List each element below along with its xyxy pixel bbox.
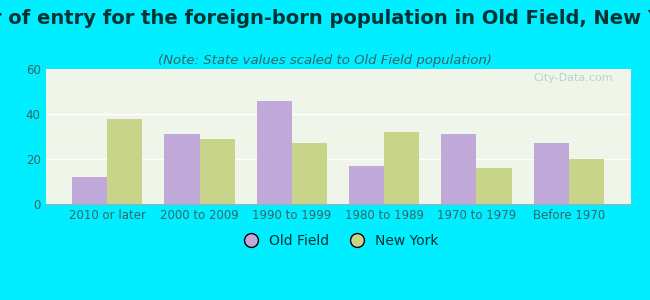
Legend: Old Field, New York: Old Field, New York: [232, 229, 444, 254]
Bar: [292, 143, 327, 204]
Bar: [257, 100, 292, 204]
Bar: [107, 118, 142, 204]
Bar: [384, 132, 419, 204]
Bar: [349, 166, 384, 204]
Bar: [476, 168, 512, 204]
Text: Year of entry for the foreign-born population in Old Field, New York: Year of entry for the foreign-born popul…: [0, 9, 650, 28]
Bar: [200, 139, 235, 204]
Bar: [72, 177, 107, 204]
Bar: [164, 134, 200, 204]
Bar: [534, 143, 569, 204]
Text: City-Data.com: City-Data.com: [533, 73, 613, 83]
Bar: [441, 134, 476, 204]
Text: (Note: State values scaled to Old Field population): (Note: State values scaled to Old Field …: [158, 54, 492, 67]
Bar: [569, 159, 604, 204]
